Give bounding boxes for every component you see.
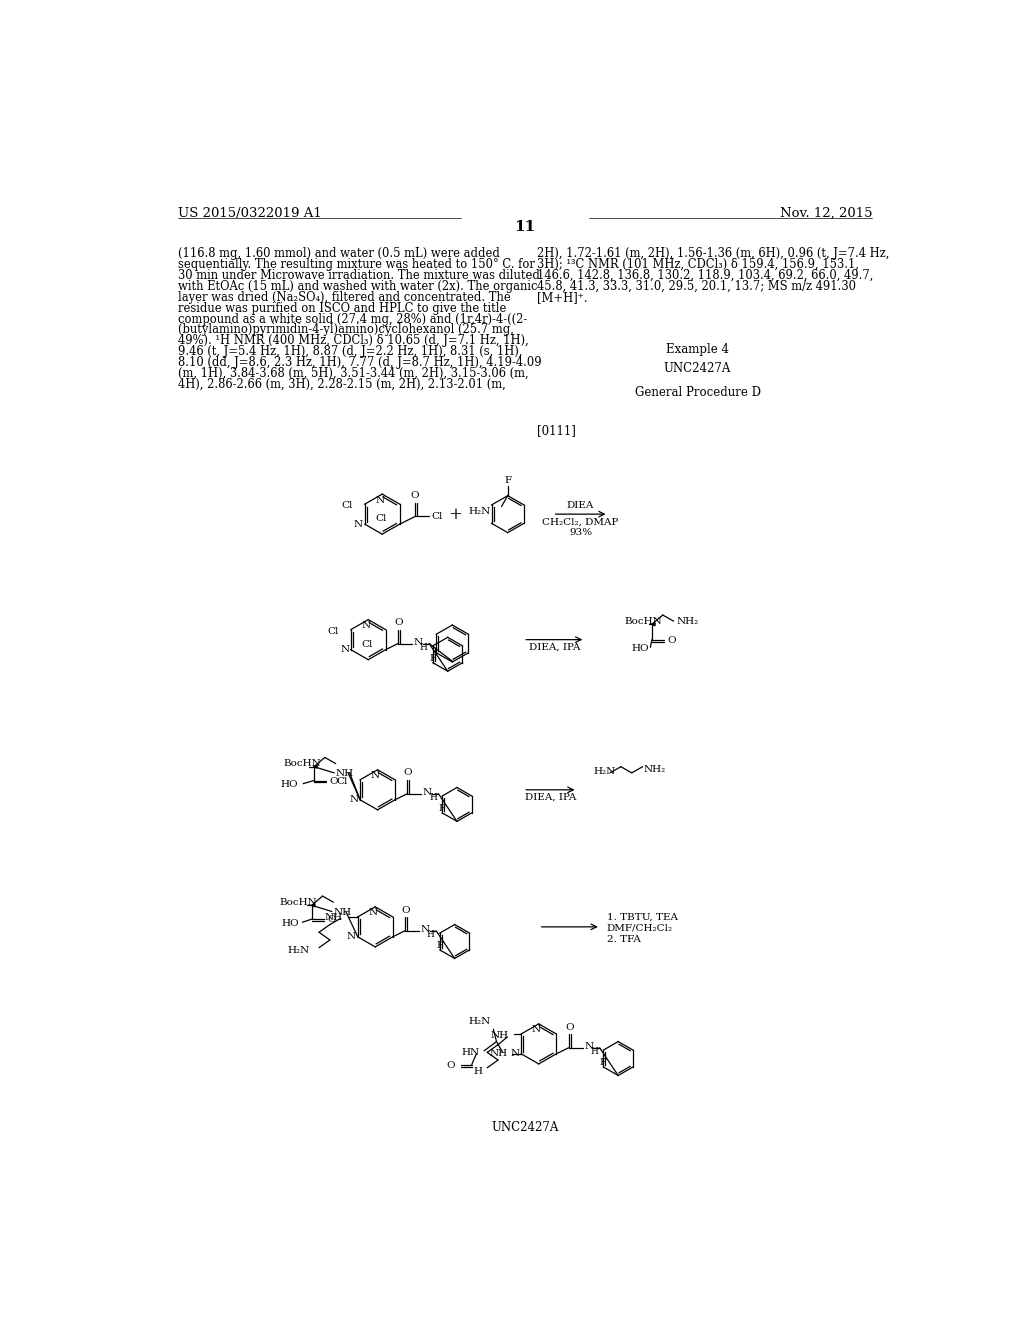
Text: H: H (420, 643, 428, 652)
Text: NH₂: NH₂ (643, 766, 666, 774)
Text: (m, 1H), 3.84-3.68 (m, 5H), 3.51-3.44 (m, 2H), 3.15-3.06 (m,: (m, 1H), 3.84-3.68 (m, 5H), 3.51-3.44 (m… (178, 367, 529, 380)
Text: compound as a white solid (27.4 mg, 28%) and (1r,4r)-4-((2-: compound as a white solid (27.4 mg, 28%)… (178, 313, 527, 326)
Text: H: H (590, 1047, 598, 1056)
Text: H₂N: H₂N (593, 767, 615, 776)
Text: O: O (328, 916, 336, 924)
Polygon shape (311, 904, 314, 907)
Text: BocHN: BocHN (624, 616, 662, 626)
Text: [M+H]⁺.: [M+H]⁺. (538, 290, 588, 304)
Text: F: F (504, 477, 511, 484)
Text: UNC2427A: UNC2427A (492, 1121, 558, 1134)
Text: Example 4: Example 4 (667, 343, 729, 356)
Text: 146.6, 142.8, 136.8, 130.2, 118.9, 103.4, 69.2, 66.0, 49.7,: 146.6, 142.8, 136.8, 130.2, 118.9, 103.4… (538, 269, 873, 281)
Text: O: O (411, 491, 420, 500)
Text: N: N (349, 796, 358, 804)
Text: F: F (429, 653, 436, 663)
Text: NH: NH (334, 908, 351, 916)
Text: O: O (403, 768, 413, 777)
Text: Cl: Cl (336, 777, 348, 785)
Text: N: N (340, 645, 349, 655)
Text: DIEA, IPA: DIEA, IPA (524, 793, 577, 801)
Text: H₂N: H₂N (468, 507, 490, 516)
Text: Cl: Cl (341, 502, 352, 510)
Text: F: F (600, 1057, 607, 1067)
Text: N: N (421, 925, 430, 935)
Text: H: H (473, 1067, 482, 1076)
Text: HN: HN (462, 1048, 479, 1057)
Text: N: N (423, 788, 432, 797)
Polygon shape (314, 766, 317, 768)
Text: DIEA, IPA: DIEA, IPA (528, 643, 580, 652)
Text: +: + (449, 506, 462, 523)
Text: with EtOAc (15 mL) and washed with water (2x). The organic: with EtOAc (15 mL) and washed with water… (178, 280, 538, 293)
Text: DMF/CH₂Cl₂: DMF/CH₂Cl₂ (607, 924, 673, 933)
Text: UNC2427A: UNC2427A (664, 363, 731, 375)
Text: O: O (668, 636, 676, 645)
Text: N: N (361, 622, 371, 630)
Text: 4H), 2.86-2.66 (m, 3H), 2.28-2.15 (m, 2H), 2.13-2.01 (m,: 4H), 2.86-2.66 (m, 3H), 2.28-2.15 (m, 2H… (178, 378, 506, 391)
Text: N: N (414, 639, 423, 647)
Text: DIEA: DIEA (567, 500, 594, 510)
Text: O: O (401, 906, 411, 915)
Text: Cl: Cl (361, 640, 373, 649)
Text: N: N (584, 1043, 593, 1052)
Polygon shape (652, 623, 655, 626)
Text: 9.46 (t, J=5.4 Hz, 1H), 8.87 (d, J=2.2 Hz, 1H), 8.31 (s, 1H),: 9.46 (t, J=5.4 Hz, 1H), 8.87 (d, J=2.2 H… (178, 346, 523, 358)
Text: Nov. 12, 2015: Nov. 12, 2015 (779, 207, 872, 220)
Text: NH: NH (336, 770, 354, 777)
Text: sequentially. The resulting mixture was heated to 150° C. for: sequentially. The resulting mixture was … (178, 257, 536, 271)
Text: F: F (438, 804, 445, 813)
Text: NH₂: NH₂ (677, 616, 699, 626)
Text: NH: NH (325, 913, 342, 923)
Text: H: H (427, 931, 434, 939)
Text: residue was purified on ISCO and HPLC to give the title: residue was purified on ISCO and HPLC to… (178, 302, 507, 314)
Text: 30 min under Microwave irradiation. The mixture was diluted: 30 min under Microwave irradiation. The … (178, 269, 541, 281)
Text: 93%: 93% (569, 528, 592, 537)
Text: 45.8, 41.3, 33.3, 31.0, 29.5, 20.1, 13.7; MS m/z 491.30: 45.8, 41.3, 33.3, 31.0, 29.5, 20.1, 13.7… (538, 280, 856, 293)
Text: N: N (371, 771, 380, 780)
Text: 1. TBTU, TEA: 1. TBTU, TEA (607, 913, 678, 921)
Text: layer was dried (Na₂SO₄), filtered and concentrated. The: layer was dried (Na₂SO₄), filtered and c… (178, 290, 511, 304)
Text: O: O (446, 1061, 455, 1071)
Text: NH: NH (489, 1049, 507, 1059)
Text: 2. TFA: 2. TFA (607, 935, 641, 944)
Text: H₂N: H₂N (288, 946, 309, 956)
Text: N: N (354, 520, 364, 528)
Text: BocHN: BocHN (283, 759, 321, 768)
Text: NH: NH (490, 1031, 509, 1040)
Text: N: N (347, 932, 356, 941)
Text: N: N (531, 1026, 541, 1035)
Text: CH₂Cl₂, DMAP: CH₂Cl₂, DMAP (543, 517, 618, 527)
Text: 8.10 (dd, J=8.6, 2.3 Hz, 1H), 7.77 (d, J=8.7 Hz, 1H), 4.19-4.09: 8.10 (dd, J=8.6, 2.3 Hz, 1H), 7.77 (d, J… (178, 356, 542, 370)
Text: Cl: Cl (431, 512, 442, 521)
Text: O: O (330, 777, 338, 785)
Text: BocHN: BocHN (280, 898, 316, 907)
Text: Cl: Cl (375, 515, 386, 524)
Text: [0111]: [0111] (538, 424, 577, 437)
Text: F: F (436, 941, 443, 949)
Text: (butylamino)pyrimidin-4-yl)amino)cyclohexanol (25.7 mg,: (butylamino)pyrimidin-4-yl)amino)cyclohe… (178, 323, 514, 337)
Text: 49%). ¹H NMR (400 MHz, CDCl₃) δ 10.65 (d, J=7.1 Hz, 1H),: 49%). ¹H NMR (400 MHz, CDCl₃) δ 10.65 (d… (178, 334, 529, 347)
Text: HO: HO (282, 919, 299, 928)
Text: N: N (511, 1049, 519, 1059)
Text: N: N (376, 496, 384, 504)
Text: H: H (429, 793, 437, 803)
Text: 11: 11 (514, 220, 536, 234)
Text: Cl: Cl (327, 627, 338, 636)
Text: 3H); ¹³C NMR (101 MHz, CDCl₃) δ 159.4, 156.9, 153.1,: 3H); ¹³C NMR (101 MHz, CDCl₃) δ 159.4, 1… (538, 257, 859, 271)
Text: H₂N: H₂N (468, 1018, 490, 1026)
Text: HO: HO (631, 644, 649, 653)
Text: O: O (565, 1023, 573, 1032)
Text: US 2015/0322019 A1: US 2015/0322019 A1 (178, 207, 323, 220)
Text: 2H), 1.72-1.61 (m, 2H), 1.56-1.36 (m, 6H), 0.96 (t, J=7.4 Hz,: 2H), 1.72-1.61 (m, 2H), 1.56-1.36 (m, 6H… (538, 247, 890, 260)
Text: HO: HO (281, 780, 299, 789)
Text: (116.8 mg, 1.60 mmol) and water (0.5 mL) were added: (116.8 mg, 1.60 mmol) and water (0.5 mL)… (178, 247, 501, 260)
Text: General Procedure D: General Procedure D (635, 385, 761, 399)
Text: O: O (394, 618, 403, 627)
Text: N: N (369, 908, 378, 917)
